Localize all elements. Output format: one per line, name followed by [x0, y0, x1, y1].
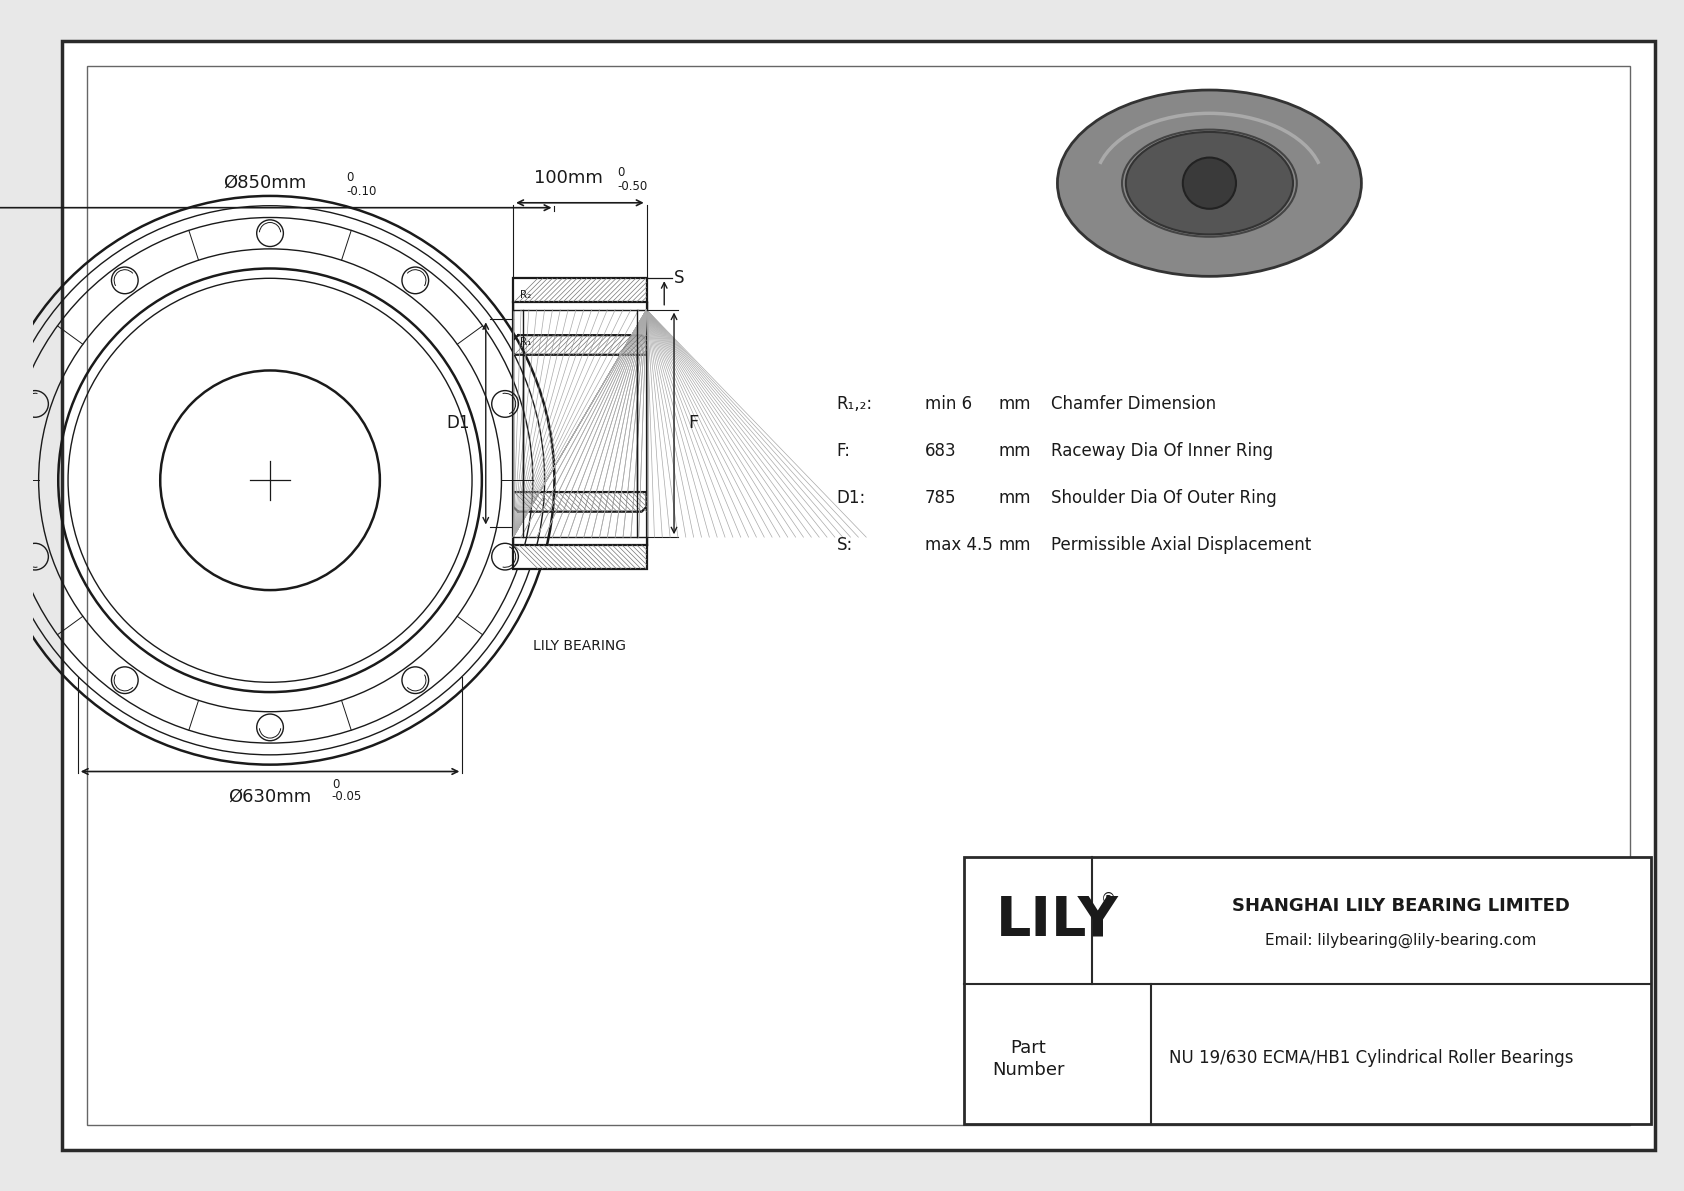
Text: mm: mm: [999, 442, 1031, 460]
Text: S:: S:: [837, 536, 854, 554]
Text: 0: 0: [616, 167, 625, 180]
Text: R₂: R₂: [520, 289, 532, 300]
Bar: [514, 279, 647, 301]
Text: 0: 0: [332, 779, 338, 791]
Ellipse shape: [1058, 91, 1361, 276]
Text: 785: 785: [925, 490, 957, 507]
Text: -0.10: -0.10: [347, 185, 377, 198]
Text: Number: Number: [992, 1061, 1064, 1079]
Text: Ø630mm: Ø630mm: [229, 787, 312, 805]
Text: LILY BEARING: LILY BEARING: [534, 640, 626, 653]
Text: ®: ®: [1101, 892, 1116, 906]
Bar: [965, 856, 1650, 1123]
Text: NU 19/630 ECMA/HB1 Cylindrical Roller Bearings: NU 19/630 ECMA/HB1 Cylindrical Roller Be…: [1169, 1049, 1573, 1067]
Text: -0.50: -0.50: [616, 180, 647, 193]
Text: F: F: [687, 414, 697, 432]
Text: mm: mm: [999, 536, 1031, 554]
Text: max 4.5: max 4.5: [925, 536, 994, 554]
Text: Part: Part: [1010, 1039, 1046, 1058]
Bar: [514, 310, 647, 537]
Text: Shoulder Dia Of Outer Ring: Shoulder Dia Of Outer Ring: [1051, 490, 1276, 507]
Text: 683: 683: [925, 442, 957, 460]
Ellipse shape: [1127, 132, 1293, 235]
Text: D1:: D1:: [837, 490, 866, 507]
Bar: [514, 545, 647, 568]
Text: mm: mm: [999, 394, 1031, 413]
Text: F:: F:: [837, 442, 850, 460]
Text: Ø850mm: Ø850mm: [224, 174, 306, 192]
Text: -0.05: -0.05: [332, 790, 362, 803]
Text: SHANGHAI LILY BEARING LIMITED: SHANGHAI LILY BEARING LIMITED: [1231, 897, 1569, 915]
Text: R₁,₂:: R₁,₂:: [837, 394, 872, 413]
Text: D1: D1: [446, 414, 470, 432]
Text: 100mm: 100mm: [534, 169, 603, 187]
Text: LILY: LILY: [995, 893, 1118, 948]
Text: S: S: [674, 269, 684, 287]
Text: mm: mm: [999, 490, 1031, 507]
Text: Permissible Axial Displacement: Permissible Axial Displacement: [1051, 536, 1310, 554]
Text: 0: 0: [347, 172, 354, 185]
Text: Raceway Dia Of Inner Ring: Raceway Dia Of Inner Ring: [1051, 442, 1273, 460]
Text: Email: lilybearing@lily-bearing.com: Email: lilybearing@lily-bearing.com: [1265, 933, 1536, 948]
Ellipse shape: [1182, 157, 1236, 208]
Text: Chamfer Dimension: Chamfer Dimension: [1051, 394, 1216, 413]
Text: min 6: min 6: [925, 394, 972, 413]
Text: R₁: R₁: [520, 337, 532, 347]
